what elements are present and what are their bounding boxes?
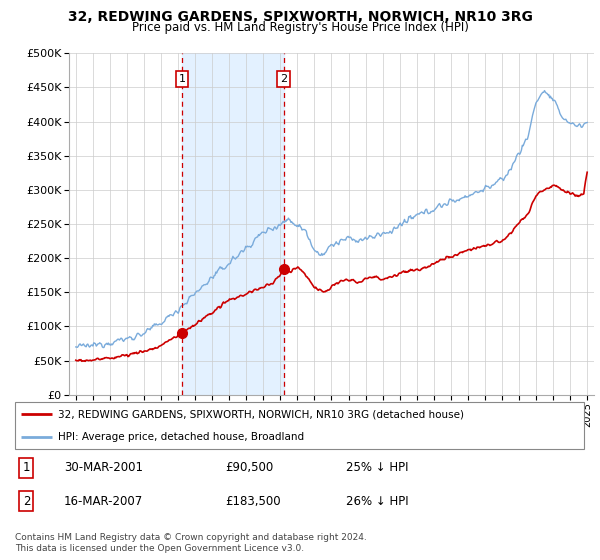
Text: 30-MAR-2001: 30-MAR-2001 (64, 461, 143, 474)
Text: 32, REDWING GARDENS, SPIXWORTH, NORWICH, NR10 3RG: 32, REDWING GARDENS, SPIXWORTH, NORWICH,… (68, 10, 532, 24)
Text: 32, REDWING GARDENS, SPIXWORTH, NORWICH, NR10 3RG (detached house): 32, REDWING GARDENS, SPIXWORTH, NORWICH,… (58, 409, 464, 419)
Text: HPI: Average price, detached house, Broadland: HPI: Average price, detached house, Broa… (58, 432, 304, 442)
Text: Price paid vs. HM Land Registry's House Price Index (HPI): Price paid vs. HM Land Registry's House … (131, 21, 469, 34)
Text: Contains HM Land Registry data © Crown copyright and database right 2024.: Contains HM Land Registry data © Crown c… (15, 533, 367, 542)
Text: 2: 2 (280, 74, 287, 84)
Text: 2: 2 (23, 494, 30, 508)
Text: 1: 1 (179, 74, 185, 84)
Text: 26% ↓ HPI: 26% ↓ HPI (346, 494, 409, 508)
Bar (182, 53, 284, 395)
FancyBboxPatch shape (15, 403, 584, 449)
Text: £90,500: £90,500 (225, 461, 274, 474)
Text: £183,500: £183,500 (225, 494, 281, 508)
Text: This data is licensed under the Open Government Licence v3.0.: This data is licensed under the Open Gov… (15, 544, 304, 553)
Text: 25% ↓ HPI: 25% ↓ HPI (346, 461, 409, 474)
Text: 16-MAR-2007: 16-MAR-2007 (64, 494, 143, 508)
Text: 1: 1 (23, 461, 30, 474)
